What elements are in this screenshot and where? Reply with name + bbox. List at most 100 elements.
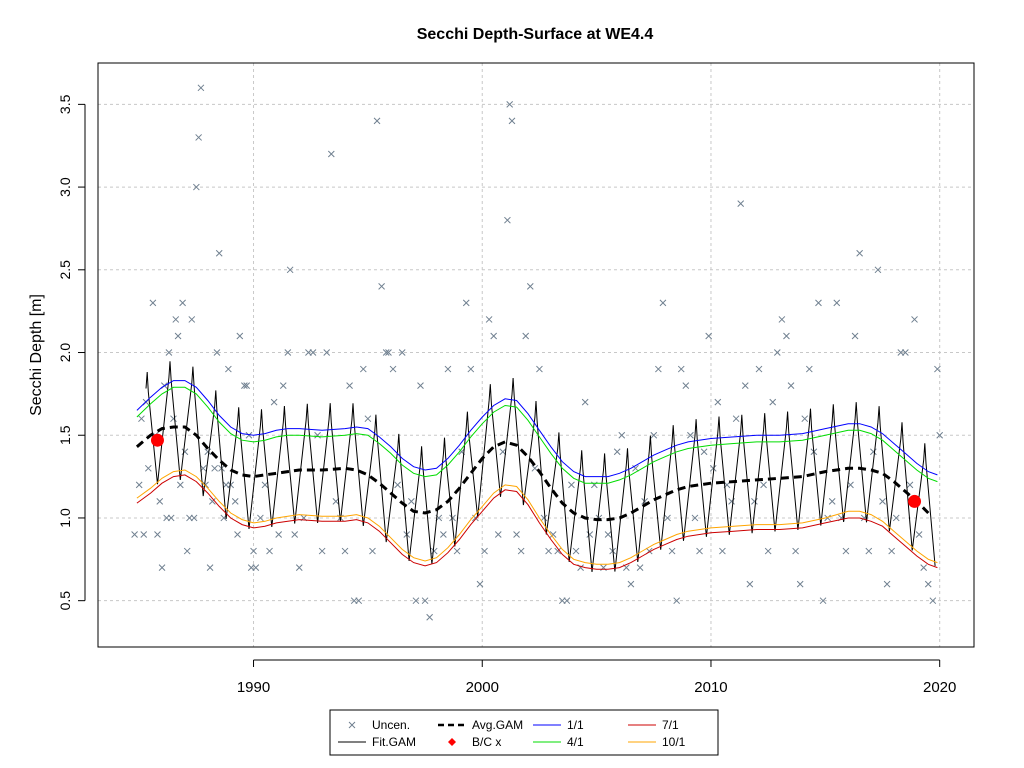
observation-point bbox=[504, 216, 511, 224]
observation-point bbox=[295, 564, 303, 571]
observation-point bbox=[696, 547, 703, 555]
bc-point bbox=[908, 494, 922, 508]
gam-curves bbox=[135, 380, 938, 570]
observation-point bbox=[586, 531, 594, 538]
observation-point bbox=[936, 431, 944, 439]
legend-label-7-1: 7/1 bbox=[662, 718, 679, 732]
observation-point bbox=[506, 101, 514, 108]
legend-label-1-1: 1/1 bbox=[567, 718, 584, 732]
observation-point bbox=[865, 547, 873, 555]
legend: Uncen. Avg.GAM 1/1 7/1 Fit.GAM B/C x 4/1 10/1 bbox=[329, 709, 719, 756]
observation-point bbox=[879, 498, 886, 505]
observation-point bbox=[234, 531, 241, 538]
observation-point bbox=[673, 597, 681, 605]
observation-point bbox=[773, 349, 781, 356]
observation-point bbox=[536, 365, 543, 373]
observation-point bbox=[581, 398, 589, 406]
y-tick-label: 3.5 bbox=[57, 94, 73, 114]
observation-point bbox=[382, 349, 390, 356]
observation-point bbox=[140, 531, 148, 538]
observation-point bbox=[192, 183, 200, 191]
observation-point bbox=[801, 415, 809, 423]
observation-point bbox=[549, 531, 557, 538]
observation-point bbox=[181, 448, 189, 456]
observation-point bbox=[215, 249, 223, 257]
observation-point bbox=[627, 580, 635, 588]
observation-point bbox=[687, 431, 694, 439]
observation-point bbox=[915, 531, 923, 538]
observation-point bbox=[682, 382, 690, 389]
observation-point bbox=[417, 382, 424, 389]
observation-point bbox=[176, 481, 184, 489]
observation-point bbox=[279, 382, 287, 389]
observation-point bbox=[250, 547, 257, 555]
observation-point bbox=[924, 580, 932, 588]
legend-label-uncen-: Uncen. bbox=[372, 718, 410, 732]
observation-point bbox=[135, 481, 143, 489]
y-tick-label: 0.5 bbox=[57, 591, 73, 611]
y-tick-label: 2.5 bbox=[57, 260, 73, 280]
observation-point bbox=[604, 531, 612, 538]
observation-point bbox=[266, 547, 273, 555]
observation-point bbox=[444, 365, 452, 373]
observation-point bbox=[241, 382, 248, 389]
legend-label-fit-gam: Fit.GAM bbox=[372, 735, 416, 749]
observation-point bbox=[517, 547, 525, 555]
observation-point bbox=[545, 547, 552, 555]
observation-point bbox=[659, 299, 667, 307]
observation-point bbox=[291, 531, 299, 538]
observation-point bbox=[364, 415, 372, 423]
observation-point bbox=[346, 382, 353, 389]
observation-point bbox=[929, 597, 937, 605]
observation-point bbox=[245, 431, 253, 439]
series-line-4-1 bbox=[136, 386, 938, 484]
observation-point bbox=[373, 117, 381, 125]
observation-point bbox=[856, 249, 863, 257]
observation-point bbox=[847, 481, 854, 489]
observation-point bbox=[709, 464, 717, 472]
observation-point bbox=[261, 481, 269, 489]
observation-point bbox=[174, 332, 182, 340]
x-tick-label: 1990 bbox=[237, 679, 270, 696]
observation-point bbox=[783, 332, 790, 340]
observation-point bbox=[430, 547, 438, 555]
observation-point bbox=[824, 514, 831, 522]
legend-swatch-uncen- bbox=[348, 721, 356, 729]
legend-label-avg-gam: Avg.GAM bbox=[472, 718, 523, 732]
x-tick-label: 2000 bbox=[466, 679, 499, 696]
observation-point bbox=[934, 365, 941, 373]
observation-point bbox=[677, 365, 685, 373]
observation-point bbox=[206, 564, 214, 571]
observation-point bbox=[156, 498, 164, 505]
observation-point bbox=[398, 349, 406, 356]
observation-point bbox=[195, 134, 202, 141]
observation-point bbox=[700, 448, 708, 456]
observation-point bbox=[341, 547, 349, 555]
observation-point bbox=[741, 382, 749, 389]
observation-point bbox=[476, 580, 484, 588]
observation-point bbox=[426, 613, 433, 621]
observation-point bbox=[769, 398, 777, 406]
observation-point bbox=[522, 332, 530, 340]
observation-point bbox=[462, 299, 470, 307]
observation-point bbox=[828, 498, 836, 505]
legend-label-10-1: 10/1 bbox=[662, 735, 686, 749]
observation-point bbox=[526, 282, 534, 290]
observation-point bbox=[563, 597, 571, 605]
observation-point bbox=[165, 349, 173, 356]
observation-point bbox=[394, 481, 401, 489]
observation-point bbox=[252, 564, 260, 571]
observation-point bbox=[275, 531, 283, 538]
fit-gam-line bbox=[145, 361, 936, 572]
legend-swatch-b-c-x bbox=[448, 738, 456, 746]
observation-point bbox=[554, 547, 562, 555]
observation-point bbox=[323, 349, 331, 356]
observation-point bbox=[540, 514, 548, 522]
observation-point bbox=[131, 531, 138, 538]
observation-point bbox=[369, 547, 376, 555]
observation-point bbox=[257, 514, 264, 522]
observation-point bbox=[188, 316, 196, 323]
observation-point bbox=[172, 316, 180, 323]
observation-point bbox=[920, 564, 928, 571]
